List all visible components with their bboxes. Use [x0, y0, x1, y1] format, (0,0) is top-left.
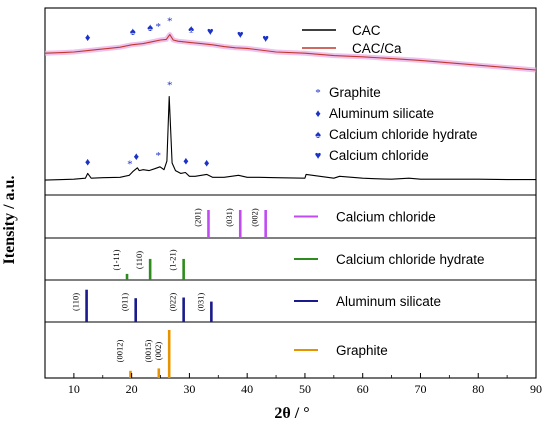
cacca-peak-marker: ♠: [147, 22, 153, 34]
hkl-label: (1-11): [111, 249, 121, 270]
x-tick-label: 20: [126, 382, 138, 396]
hkl-label: (110): [71, 293, 81, 311]
hkl-label: (022): [168, 293, 178, 312]
marker-legend-label: Calcium chloride hydrate: [329, 127, 478, 142]
marker-legend-symbol: ♦: [315, 108, 321, 120]
marker-legend-symbol: ♥: [315, 150, 322, 162]
cacca-peak-marker: *: [167, 16, 173, 28]
reference-legend-label: Calcium chloride hydrate: [336, 252, 485, 267]
cac-peak-marker: ♦: [133, 151, 139, 163]
cac-peak-marker: ♦: [85, 156, 91, 168]
marker-legend-symbol: ♠: [315, 129, 321, 141]
marker-legend-symbol: *: [315, 87, 321, 99]
marker-legend-label: Calcium chloride: [329, 148, 429, 163]
peak-markers: ♦ *♦ **♦ ♦♦ ♠ ♠ * *♠ ♥ ♥ ♥: [85, 16, 269, 171]
x-axis-title: 2θ / °: [274, 405, 309, 422]
cac-peak-marker: *: [155, 150, 161, 162]
x-axis: 10 20 30 40 50 60 70 80 90: [44, 373, 542, 396]
legend: CAC CAC/Ca * Graphite ♦ Aluminum silicate ♠ Cal…: [302, 23, 478, 163]
cacca-peak-marker: ♠: [130, 26, 136, 38]
hkl-label: (031): [195, 293, 205, 312]
plot-border: [44, 7, 537, 379]
hkl-label: (031): [224, 208, 234, 227]
series-line: [44, 34, 537, 71]
x-tick-label: 70: [414, 382, 426, 396]
hkl-label: (201): [192, 208, 202, 227]
cacca-peak-marker: ♥: [262, 33, 269, 45]
cac-peak-marker: ♦: [183, 156, 189, 168]
reference-panels: (201) (031) (002) Calcium chloride (1-11) (11…: [71, 208, 485, 378]
cacca-peak-marker: *: [155, 21, 161, 33]
cacca-peak-marker: ♥: [207, 26, 214, 38]
hkl-label: (0012): [114, 340, 124, 363]
x-tick-label: 50: [299, 382, 311, 396]
cacca-peak-marker: ♠: [188, 23, 194, 35]
cac-peak-marker: *: [127, 158, 133, 170]
hkl-label: (1-21): [168, 249, 178, 270]
cacca-peak-marker: ♦: [85, 32, 91, 44]
plot-frame: [44, 7, 537, 379]
reference-legend-label: Calcium chloride: [336, 210, 436, 225]
cac-peak-marker: *: [167, 80, 173, 92]
series-lines: [44, 32, 537, 181]
reference-legend-label: Aluminum silicate: [336, 294, 441, 309]
cacca-peak-marker: ♥: [237, 29, 244, 41]
legend-label: CAC: [352, 23, 381, 38]
x-tick-label: 80: [472, 382, 484, 396]
hkl-label: (011): [120, 293, 130, 311]
x-tick-label: 90: [530, 382, 542, 396]
hkl-label: (002): [153, 342, 163, 361]
hkl-label: (110): [134, 251, 144, 269]
x-tick-label: 40: [241, 382, 253, 396]
marker-legend-label: Aluminum silicate: [329, 106, 434, 121]
series-line: [44, 95, 536, 181]
x-tick-label: 10: [68, 382, 80, 396]
marker-legend-label: Graphite: [329, 85, 381, 100]
reference-legend-label: Graphite: [336, 343, 388, 358]
y-axis-title: Itensity / a.u.: [1, 176, 18, 265]
cac-peak-marker: ♦: [204, 157, 210, 169]
hkl-label: (0015): [143, 340, 153, 363]
hkl-label: (002): [250, 208, 260, 227]
x-tick-label: 30: [183, 382, 195, 396]
x-tick-label: 60: [357, 382, 369, 396]
legend-label: CAC/Ca: [352, 41, 402, 56]
